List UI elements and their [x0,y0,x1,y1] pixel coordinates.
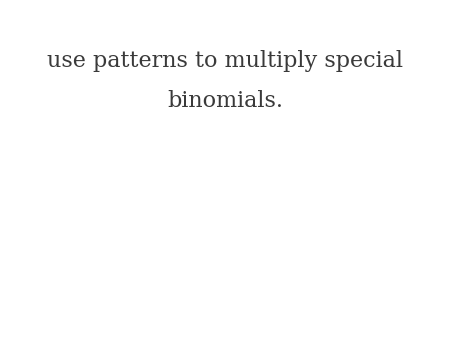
Text: use patterns to multiply special: use patterns to multiply special [47,50,403,72]
Text: binomials.: binomials. [167,90,283,113]
